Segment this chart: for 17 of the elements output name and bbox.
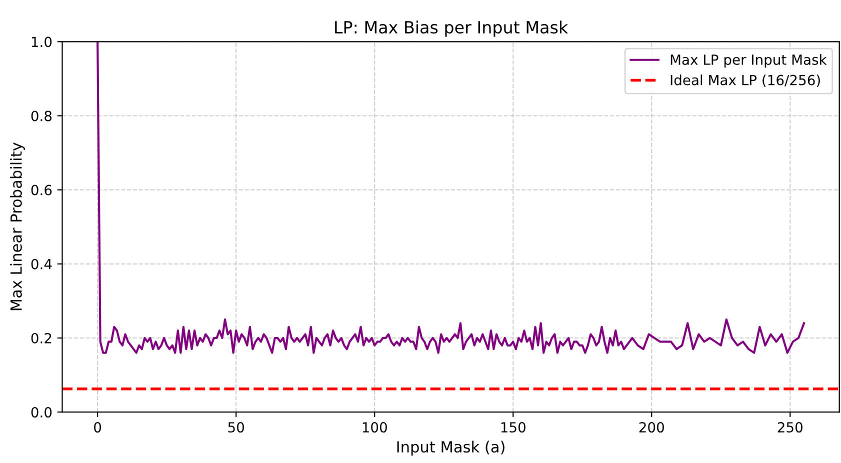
x-tick-label: 0 [94, 422, 102, 433]
legend-label: Ideal Max LP (16/256) [670, 74, 820, 87]
chart-title: LP: Max Bias per Input Mask [335, 20, 568, 37]
legend-label: Max LP per Input Mask [670, 54, 827, 68]
y-tick-label: 0.2 [31, 332, 52, 344]
x-axis-title: Input Mask (a) [397, 440, 504, 456]
y-tick-label: 0.8 [31, 110, 52, 122]
x-tick-label: 200 [639, 422, 664, 433]
y-tick-label: 0.6 [31, 184, 52, 196]
x-tick-label: 100 [362, 422, 387, 433]
y-tick-label: 0.4 [31, 258, 52, 270]
y-tick-label: 0.0 [31, 407, 52, 418]
y-axis-title: Max Linear Probability [10, 142, 25, 310]
y-tick-label: 1.0 [32, 36, 52, 48]
x-tick-label: 50 [228, 422, 244, 433]
x-tick-label: 150 [501, 422, 526, 433]
x-tick-label: 250 [778, 422, 802, 433]
